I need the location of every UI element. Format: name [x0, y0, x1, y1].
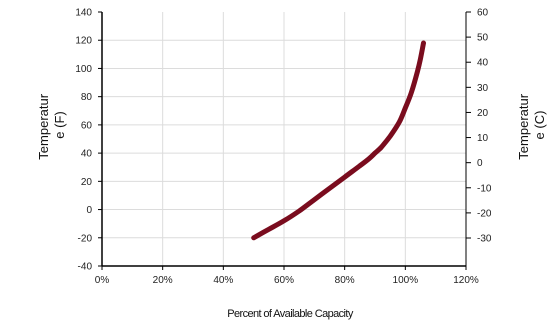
- y-ticks-right: -30 -20 -10 0 10 20 30 40 50 60: [466, 8, 492, 245]
- y-tick-label-left: 40: [81, 149, 93, 160]
- y-ticks-left: -40 -20 0 20 40 60 80 100 120 140: [75, 8, 102, 273]
- x-tick-label: 120%: [453, 275, 479, 286]
- x-axis-title: Percent of Available Capacity: [227, 308, 354, 320]
- y-tick-label-left: -40: [78, 262, 93, 273]
- y-tick-label-right: 30: [477, 83, 489, 94]
- x-tick-label: 100%: [393, 275, 419, 286]
- y-axis-title-left-line1: Temperatur: [36, 93, 51, 159]
- y-tick-label-left: -20: [78, 233, 93, 244]
- y-tick-label-left: 140: [75, 8, 92, 19]
- y-axis-title-right: Temperatur e (C): [516, 90, 547, 159]
- y-axis-title-right-line2: e (C): [532, 111, 547, 140]
- y-tick-label-left: 20: [81, 177, 93, 188]
- x-tick-label: 40%: [213, 275, 233, 286]
- y-tick-label-right: 10: [477, 133, 489, 144]
- y-tick-label-right: -30: [477, 234, 492, 245]
- y-tick-label-left: 0: [86, 205, 92, 216]
- x-ticks: 0% 20% 40% 60% 80% 100% 120%: [95, 266, 479, 286]
- y-axis-title-left-line2: e (F): [52, 111, 67, 138]
- y-tick-label-left: 100: [75, 64, 92, 75]
- y-tick-label-right: 0: [477, 158, 483, 169]
- y-tick-label-right: 40: [477, 58, 489, 69]
- y-tick-label-left: 60: [81, 120, 93, 131]
- y-tick-label-right: 20: [477, 108, 489, 119]
- y-axis-title-left: Temperatur e (F): [36, 90, 67, 159]
- series-line: [251, 40, 426, 241]
- x-tick-label: 80%: [335, 275, 355, 286]
- y-tick-label-left: 120: [75, 36, 92, 47]
- x-tick-label: 20%: [153, 275, 173, 286]
- y-tick-label-right: -20: [477, 208, 492, 219]
- x-tick-label: 60%: [274, 275, 294, 286]
- y-tick-label-right: -10: [477, 183, 492, 194]
- y-tick-label-right: 50: [477, 33, 489, 44]
- y-axis-title-right-line1: Temperatur: [516, 93, 531, 159]
- x-tick-label: 0%: [95, 275, 110, 286]
- y-tick-label-left: 80: [81, 92, 93, 103]
- y-tick-label-right: 60: [477, 8, 489, 19]
